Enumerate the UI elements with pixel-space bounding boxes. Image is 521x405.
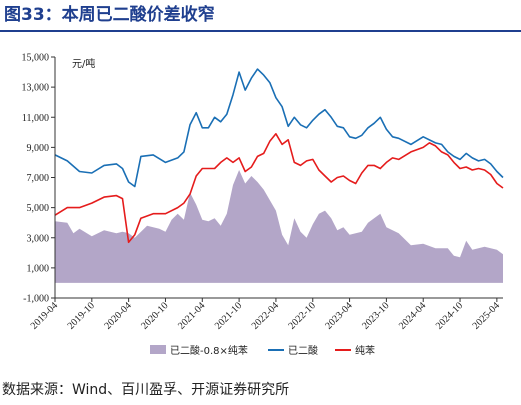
x-tick-label: 2021-04 (176, 300, 207, 331)
y-axis: -1,000 1,000 3,000 5,000 7,000 9,000 11,000 13,… (22, 53, 56, 305)
x-tick-label: 2019-04 (29, 300, 60, 331)
y-tick-label: 5,000 (27, 203, 50, 214)
y-tick-label: -1,000 (23, 294, 49, 305)
source-note: 数据来源：Wind、百川盈孚、开源证券研究所 (2, 382, 290, 398)
series-line-2 (54, 133, 504, 244)
y-axis-label: 元/吨 (72, 57, 95, 70)
y-tick-label: 13,000 (22, 83, 50, 94)
legend-label: 纯苯 (355, 344, 375, 357)
legend-label: 已二酸 (288, 344, 318, 357)
legend-swatch (150, 345, 166, 354)
x-tick-label: 2019-10 (66, 300, 97, 331)
legend-label: 已二酸-0.8×纯苯 (170, 344, 248, 357)
y-tick-label: 1,000 (27, 263, 50, 274)
x-tick-label: 2024-10 (434, 300, 465, 331)
x-tick-label: 2021-10 (213, 300, 244, 331)
legend: 已二酸-0.8×纯苯 已二酸 纯苯 (150, 344, 375, 357)
y-tick-label: 15,000 (22, 53, 50, 64)
y-tick-label: 7,000 (27, 173, 50, 184)
x-tick-label: 2023-04 (323, 300, 354, 331)
x-tick-label: 2024-04 (397, 300, 428, 331)
y-tick-label: 11,000 (22, 113, 49, 124)
chart: -1,000 1,000 3,000 5,000 7,000 9,000 11,000 13,… (22, 53, 504, 357)
x-tick-label: 2020-10 (139, 300, 170, 331)
figure-title: 图33：本周已二酸价差收窄 (4, 5, 215, 25)
x-tick-label: 2022-04 (250, 300, 281, 331)
x-tick-label: 2023-10 (360, 300, 391, 331)
title-rule (0, 30, 521, 32)
x-tick-label: 2020-04 (102, 300, 133, 331)
x-tick-label: 2025-04 (471, 300, 502, 331)
y-tick-label: 9,000 (27, 143, 50, 154)
x-tick-label: 2022-10 (287, 300, 318, 331)
plot-area (54, 68, 504, 283)
series-line-1 (54, 68, 504, 188)
y-tick-label: 3,000 (27, 233, 50, 244)
x-axis: 2019-04 2019-10 2020-04 2020-10 2021-04 2021-… (29, 297, 503, 332)
series-area-0 (55, 170, 503, 283)
